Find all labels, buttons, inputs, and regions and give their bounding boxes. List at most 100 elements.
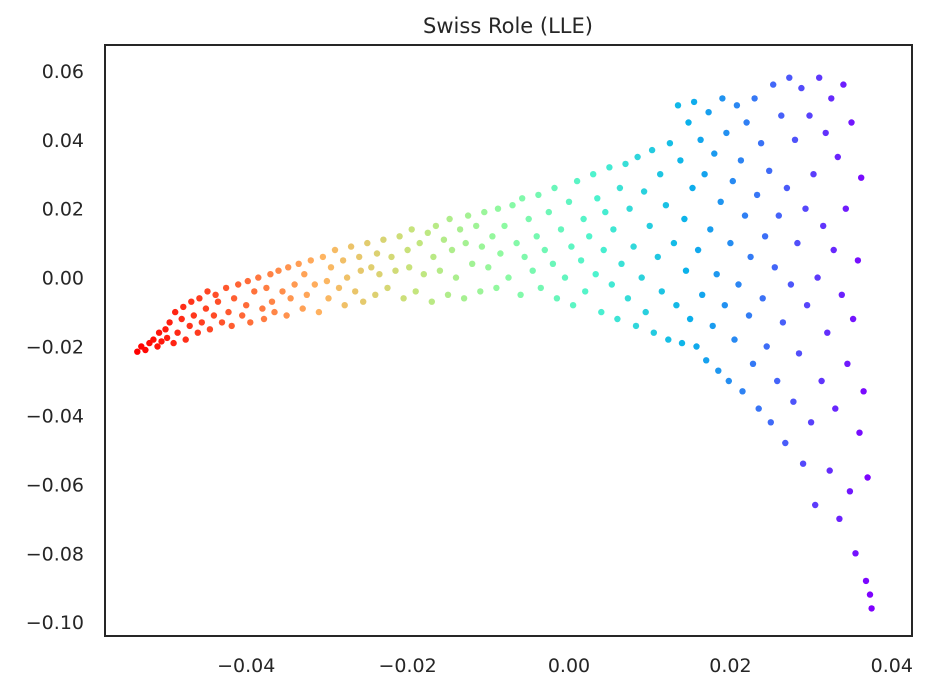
- y-tick-label: 0.04: [42, 130, 84, 152]
- scatter-points: [134, 74, 875, 612]
- scatter-point: [844, 360, 851, 367]
- scatter-point: [279, 288, 286, 295]
- scatter-point: [658, 288, 665, 295]
- scatter-point: [582, 288, 589, 295]
- scatter-point: [172, 308, 179, 316]
- scatter-point: [376, 271, 383, 278]
- scatter-point: [681, 215, 688, 223]
- scatter-point: [657, 171, 664, 178]
- scatter-point: [368, 264, 375, 271]
- scatter-point: [565, 198, 573, 205]
- scatter-point: [259, 305, 266, 312]
- scatter-point: [783, 184, 791, 192]
- scatter-point: [180, 303, 187, 311]
- scatter-point: [770, 81, 777, 88]
- y-tick-label: 0.06: [42, 61, 84, 83]
- scatter-point: [222, 284, 230, 292]
- scatter-point: [701, 171, 708, 178]
- plot-area-frame: [104, 44, 913, 637]
- scatter-point: [741, 212, 749, 219]
- scatter-point: [545, 208, 552, 216]
- x-tick-label: −0.02: [378, 655, 436, 677]
- scatter-point: [372, 291, 379, 298]
- scatter-point: [311, 281, 318, 288]
- scatter-point: [646, 222, 653, 230]
- scatter-point: [854, 257, 862, 264]
- scatter-point: [557, 226, 565, 233]
- scatter-point: [677, 157, 684, 164]
- scatter-point: [291, 281, 298, 288]
- scatter-point: [707, 226, 714, 233]
- scatter-point: [830, 246, 837, 254]
- scatter-point: [158, 338, 165, 345]
- scatter-point: [343, 274, 351, 281]
- scatter-point: [134, 348, 141, 355]
- scatter-point: [416, 239, 423, 247]
- scatter-point: [509, 202, 516, 209]
- scatter-point: [782, 439, 789, 447]
- scatter-point: [267, 271, 274, 278]
- scatter-point: [481, 208, 488, 216]
- scatter-point: [858, 174, 865, 181]
- scatter-point: [444, 291, 452, 298]
- scatter-point: [194, 329, 201, 336]
- scatter-point: [686, 315, 694, 323]
- scatter-point: [753, 191, 761, 199]
- scatter-point: [749, 360, 757, 367]
- scatter-point: [303, 291, 310, 298]
- scatter-point: [489, 233, 496, 240]
- scatter-point: [178, 315, 185, 323]
- scatter-point: [786, 74, 793, 81]
- scatter-point: [860, 388, 867, 395]
- scatter-point: [606, 164, 613, 171]
- scatter-point: [535, 191, 542, 199]
- scatter-point: [202, 305, 210, 312]
- y-tick-label: −0.08: [26, 543, 84, 565]
- scatter-point: [834, 153, 841, 161]
- scatter-point: [494, 205, 502, 212]
- scatter-point: [771, 264, 778, 271]
- scatter-point: [618, 260, 625, 267]
- scatter-point: [759, 295, 766, 302]
- scatter-point: [866, 591, 874, 598]
- scatter-point: [255, 274, 262, 281]
- scatter-point: [824, 329, 831, 336]
- scatter-point: [356, 253, 363, 261]
- scatter-point: [751, 95, 758, 102]
- scatter-point: [517, 291, 524, 298]
- scatter-point: [406, 264, 413, 271]
- scatter-point: [642, 308, 649, 316]
- x-tick-label: 0.00: [548, 655, 590, 677]
- x-tick-label: 0.04: [871, 655, 913, 677]
- scatter-point: [214, 298, 222, 305]
- scatter-point: [521, 253, 528, 261]
- scatter-point: [836, 515, 843, 522]
- scatter-point: [275, 267, 282, 274]
- scatter-point: [384, 284, 391, 292]
- x-axis-ticks: −0.04 −0.02 0.00 0.02 0.04: [217, 655, 913, 677]
- scatter-point: [616, 184, 624, 192]
- scatter-point: [598, 308, 605, 316]
- scatter-point: [795, 350, 803, 357]
- scatter-point: [529, 267, 536, 274]
- scatter-point: [868, 605, 875, 612]
- scatter-point: [733, 102, 741, 109]
- scatter-point: [624, 295, 632, 302]
- scatter-point: [711, 150, 718, 157]
- scatter-point: [155, 329, 163, 336]
- scatter-point: [331, 246, 339, 254]
- scatter-point: [590, 171, 597, 178]
- y-tick-label: 0.02: [42, 199, 84, 221]
- scatter-point: [630, 243, 637, 250]
- scatter-point: [347, 243, 355, 250]
- scatter-point: [721, 302, 728, 309]
- scatter-point: [247, 319, 254, 326]
- scatter-point: [525, 215, 532, 223]
- scatter-point: [360, 298, 367, 305]
- scatter-point: [549, 260, 557, 267]
- scatter-point: [600, 246, 607, 254]
- scatter-point: [568, 243, 575, 250]
- scatter-point: [640, 188, 648, 195]
- scatter-point: [654, 253, 661, 261]
- scatter-point: [210, 312, 218, 319]
